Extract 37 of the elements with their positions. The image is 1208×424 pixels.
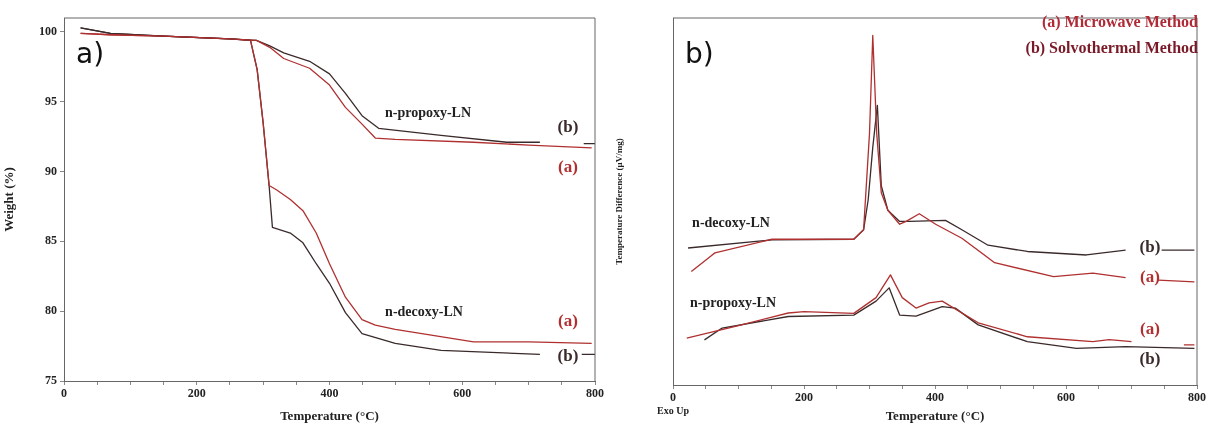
x-tick-label: 0 (61, 386, 67, 401)
text: a) (76, 37, 105, 71)
series-label: (a) (558, 311, 578, 331)
y-tick-label: 100 (39, 24, 57, 39)
annotation: (b) Solvothermal Method (1025, 39, 1199, 58)
series-label: (b) (557, 117, 579, 137)
text: Exo Up (657, 404, 690, 416)
x-tick-label: 800 (586, 386, 604, 401)
x-tick-label: 600 (1057, 390, 1075, 405)
series-label: (a) (1140, 267, 1160, 287)
annotation: n-decoxy-LN (692, 214, 770, 230)
x-axis-title: Temperature (°C) (280, 407, 379, 423)
x-tick-label: 0 (670, 390, 676, 405)
annotation: n-decoxy-LN (385, 303, 463, 319)
series-label: (b) (557, 346, 579, 366)
x-tick-label: 200 (187, 386, 206, 401)
y-axis-title: Temperature Difference (µV/mg) (613, 138, 624, 265)
text: (a) Microwave Method (1041, 13, 1199, 32)
x-axis-title: Temperature (°C) (885, 407, 985, 423)
y-tick-label: 85 (45, 233, 57, 248)
series-label: (b) (1139, 349, 1161, 369)
y-axis-title: Weight (%) (1, 167, 17, 232)
y-tick-label: 95 (45, 93, 57, 108)
y-tick-label: 90 (45, 163, 57, 178)
chart-title: b) (685, 37, 714, 71)
series-label: (a) (558, 157, 578, 177)
y-tick-label: 75 (45, 373, 57, 388)
x-tick-label: 200 (795, 390, 813, 405)
x-tick-label: 800 (1188, 390, 1206, 405)
annotation: n-propoxy-LN (384, 104, 472, 120)
series-label: (b) (1139, 237, 1161, 257)
x-tick-label: 600 (453, 386, 472, 401)
series-label: (a) (1140, 319, 1160, 339)
x-tick-label: 400 (320, 386, 339, 401)
x-tick-label: 400 (926, 390, 944, 405)
y-tick-label: 80 (45, 303, 57, 318)
annotation: n-propoxy-LN (689, 294, 777, 310)
